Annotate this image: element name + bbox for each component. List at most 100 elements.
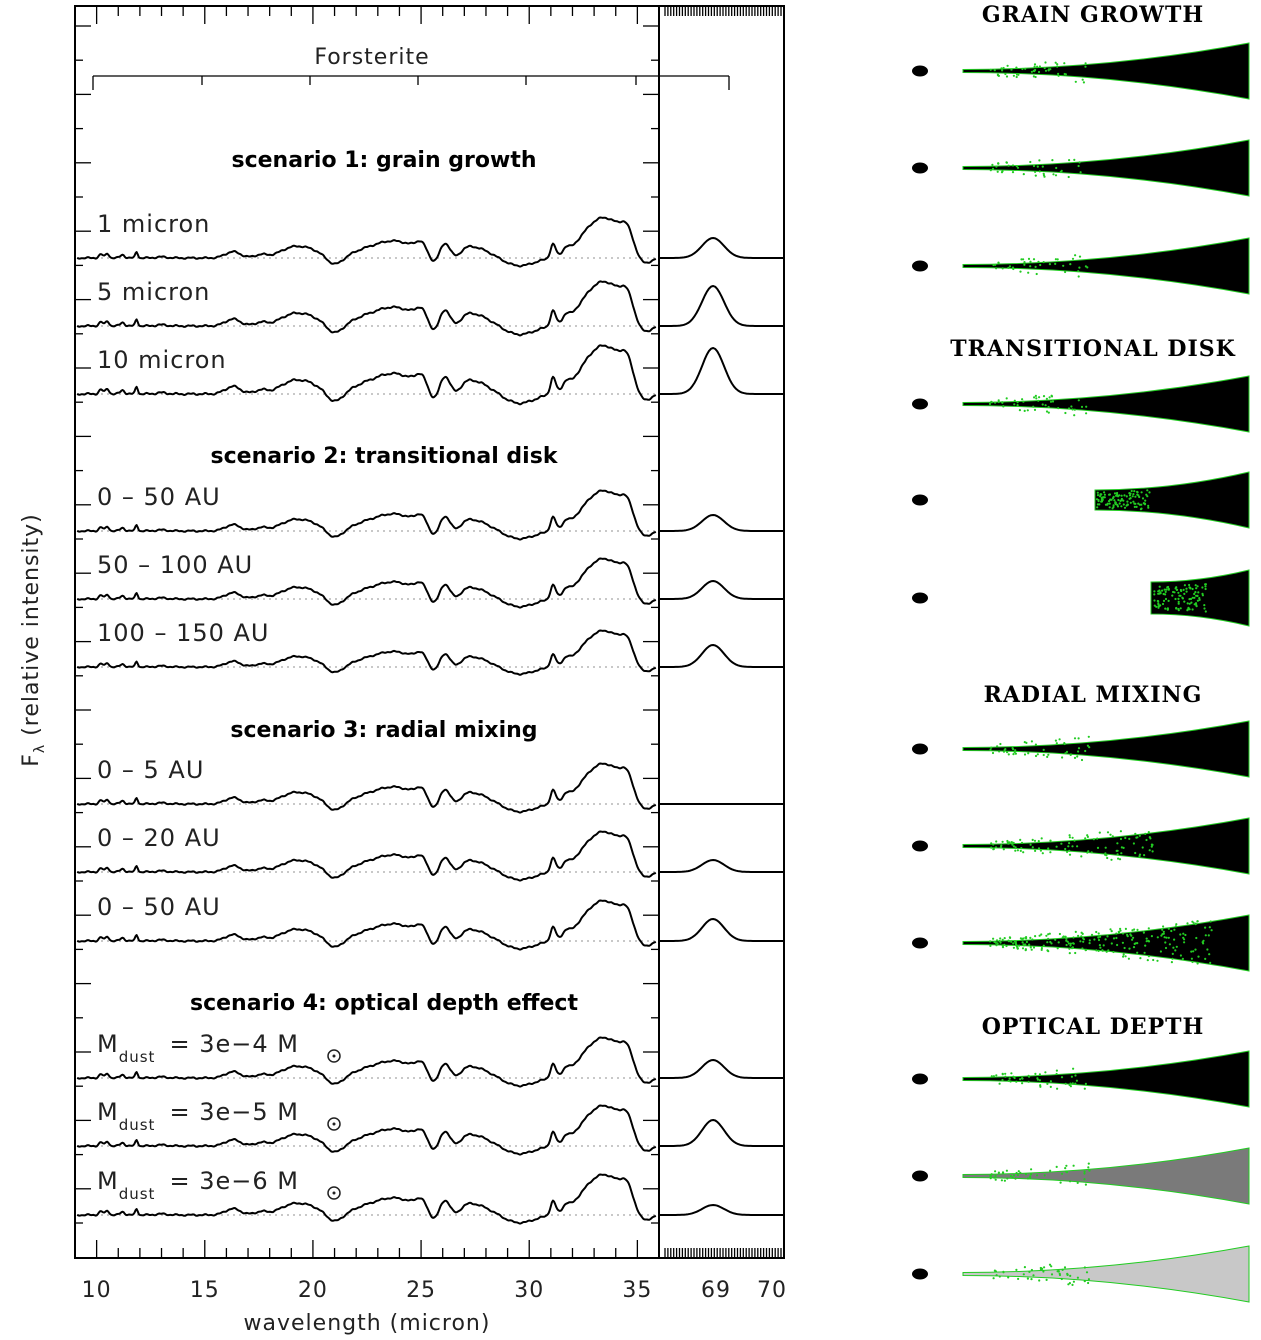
dust-grain <box>1173 928 1176 931</box>
dust-grain <box>1196 599 1199 602</box>
dust-grain <box>992 843 995 846</box>
dust-grain <box>1161 602 1165 606</box>
dust-grain <box>1040 933 1043 936</box>
dust-grain <box>1010 841 1013 844</box>
dust-grain <box>1071 1082 1074 1085</box>
dust-grain <box>1038 1279 1041 1282</box>
dust-grain <box>1095 949 1098 952</box>
dust-grain <box>1015 66 1018 69</box>
dust-grain <box>1102 496 1105 499</box>
dust-grain <box>1057 1270 1060 1273</box>
dust-grain <box>1001 1073 1004 1076</box>
dust-grain <box>1014 849 1017 852</box>
dust-grain <box>1029 1173 1033 1176</box>
dust-grain <box>1039 849 1042 852</box>
dust-grain <box>1033 65 1036 68</box>
dust-grain <box>998 750 1001 753</box>
dust-grain <box>997 400 1000 404</box>
dust-grain <box>1130 489 1133 493</box>
dust-grain <box>1120 497 1123 501</box>
dust-grain <box>998 939 1001 943</box>
dust-grain <box>1098 944 1101 947</box>
dust-grain <box>1088 939 1091 942</box>
dust-grain <box>1116 842 1119 845</box>
dust-grain <box>994 263 997 266</box>
dust-grain <box>1080 935 1083 938</box>
dust-grain <box>1157 606 1160 609</box>
dust-grain <box>1015 165 1018 168</box>
dust-grain <box>1148 491 1151 494</box>
dust-grain <box>1144 499 1147 502</box>
dust-grain <box>1123 946 1126 950</box>
dust-grain <box>1036 1174 1039 1177</box>
dust-grain <box>990 1173 993 1176</box>
dust-grain <box>1093 938 1096 941</box>
spectrum-69-feature <box>659 285 784 327</box>
dust-grain <box>1024 1173 1028 1176</box>
disk-wedge <box>962 237 1250 295</box>
dust-grain <box>1047 411 1050 414</box>
dust-grain <box>1015 1171 1018 1175</box>
dust-grain <box>1179 954 1182 957</box>
dust-grain <box>1196 962 1199 965</box>
dust-grain <box>1204 610 1207 613</box>
dust-grain <box>1084 1183 1087 1186</box>
dust-grain <box>1109 928 1112 931</box>
dust-grain <box>1069 753 1072 756</box>
dust-grain <box>1074 80 1077 83</box>
spectrum-line <box>76 280 657 337</box>
spectrum-line <box>76 1104 657 1156</box>
dust-grain <box>1174 925 1177 928</box>
dust-grain <box>1027 271 1030 274</box>
dust-grain <box>1117 930 1120 933</box>
dust-grain <box>1167 588 1170 591</box>
dust-grain <box>993 1269 997 1272</box>
dust-grain <box>1066 850 1069 854</box>
dust-grain <box>1003 937 1006 940</box>
dust-grain <box>1116 943 1119 947</box>
dust-grain <box>1125 495 1128 498</box>
dust-grain <box>1090 851 1093 854</box>
dust-grain <box>1162 930 1165 933</box>
dust-grain <box>1087 1278 1090 1281</box>
series-label: 100 – 150 AU <box>97 619 270 647</box>
dust-grain <box>1037 260 1040 263</box>
dust-grain <box>1055 845 1058 848</box>
dust-grain <box>1098 503 1101 506</box>
dust-grain <box>1157 603 1160 606</box>
dust-grain <box>1150 935 1153 938</box>
dust-grain <box>1036 165 1039 168</box>
dust-grain <box>994 1170 997 1173</box>
dust-grain <box>1064 411 1067 415</box>
dust-grain <box>1177 600 1180 604</box>
disk-wedge <box>962 720 1250 778</box>
spectra <box>76 216 784 1225</box>
dust-grain <box>1070 1075 1073 1078</box>
dust-grain <box>995 1074 998 1077</box>
dust-grain <box>1195 587 1198 590</box>
dust-grain <box>1182 588 1185 592</box>
dust-grain <box>1124 836 1127 840</box>
dust-grain <box>1086 834 1089 837</box>
dust-grain <box>1086 835 1089 839</box>
dust-grain <box>1069 263 1072 266</box>
dust-grain <box>1131 938 1134 941</box>
dust-grain <box>1087 1166 1090 1169</box>
dust-grain <box>1029 946 1032 949</box>
dust-grain <box>1064 1170 1068 1173</box>
dust-grain <box>1006 64 1009 67</box>
dust-grain <box>1075 1079 1078 1082</box>
dust-grain <box>1113 492 1117 495</box>
dust-grain <box>1039 1268 1043 1271</box>
dust-grain <box>1132 936 1135 939</box>
dust-grain <box>1049 68 1052 71</box>
dust-grain <box>1177 602 1180 605</box>
dust-grain <box>1061 1268 1064 1271</box>
dust-grain <box>1096 506 1099 509</box>
dust-grain <box>1102 944 1105 947</box>
dust-grain <box>1022 851 1025 854</box>
dust-grain <box>1030 1278 1033 1281</box>
dust-grain <box>991 751 995 755</box>
dust-grain <box>1116 505 1120 508</box>
dust-grain <box>1141 846 1144 849</box>
